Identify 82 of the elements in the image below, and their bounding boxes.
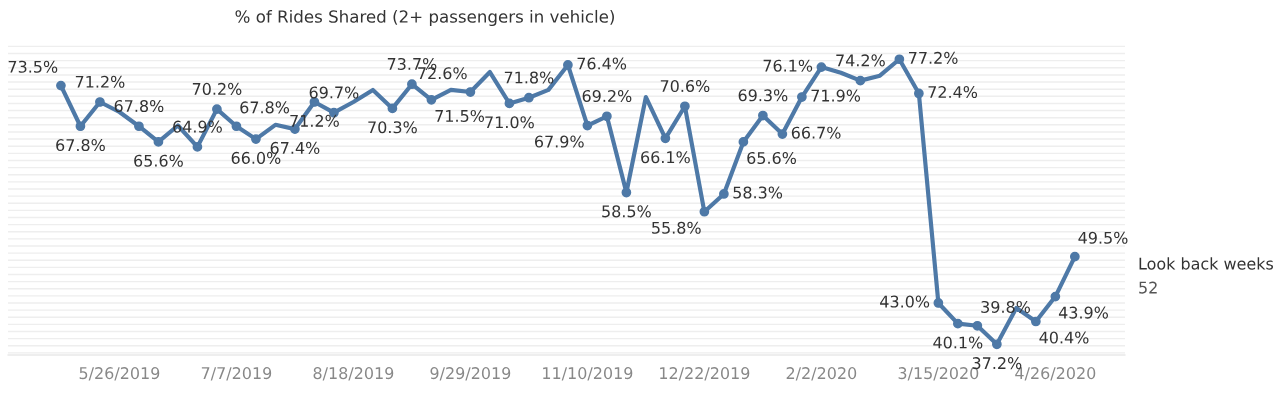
point <box>699 206 710 217</box>
text: Look back weeks <box>1139 257 1274 270</box>
point <box>816 62 827 72</box>
data-label: 71.0% <box>485 116 534 129</box>
point <box>777 129 788 139</box>
point <box>465 87 476 97</box>
data-label: 58.5% <box>602 205 651 218</box>
data-label: 66.1% <box>641 151 690 164</box>
point <box>933 298 944 308</box>
point <box>56 80 66 91</box>
data-label: 71.9% <box>811 89 861 102</box>
point <box>251 134 261 144</box>
data-label: 71.5% <box>435 109 485 122</box>
data-label: 65.6% <box>747 151 797 165</box>
point <box>95 97 105 107</box>
point <box>1069 251 1080 262</box>
data-label: 74.2% <box>836 54 885 67</box>
data-label: 66.7% <box>791 126 841 139</box>
point <box>582 120 593 131</box>
data-label: 69.3% <box>738 89 788 102</box>
data-label: 40.1% <box>933 336 983 349</box>
data-label: 72.4% <box>928 86 978 99</box>
data-label: 70.6% <box>660 80 710 93</box>
x-tick-label: 2/2/2020 <box>786 367 857 381</box>
data-label: 73.5% <box>8 60 58 73</box>
data-label: 55.8% <box>652 221 701 234</box>
point <box>894 54 905 65</box>
data-label: 67.8% <box>56 139 105 152</box>
point <box>192 142 203 152</box>
point <box>212 104 222 114</box>
point <box>1050 291 1061 302</box>
data-label: 43.9% <box>1058 306 1108 319</box>
point <box>231 121 242 132</box>
data-label: 69.2% <box>582 89 632 103</box>
data-label: 65.6% <box>134 154 183 167</box>
data-label: 76.4% <box>577 57 627 70</box>
point <box>621 187 632 198</box>
data-label: 40.4% <box>1039 331 1089 344</box>
data-label: 70.3% <box>368 121 417 134</box>
data-label: 71.8% <box>504 71 554 84</box>
data-label: 43.0% <box>880 295 930 308</box>
data-label: 71.2% <box>75 75 125 88</box>
text: 52 <box>1139 281 1157 294</box>
chart-title: % of Rides Shared (2+ passengers in vehicle) <box>235 9 614 27</box>
point <box>660 133 671 144</box>
point <box>426 95 437 105</box>
x-tick-label: 11/10/2019 <box>543 367 633 381</box>
data-label: 69.7% <box>309 86 359 99</box>
point <box>719 189 729 199</box>
data-label: 77.2% <box>909 51 958 64</box>
point <box>914 88 924 99</box>
point <box>524 92 534 103</box>
point <box>855 75 866 86</box>
point <box>504 98 515 109</box>
data-label: 39.8% <box>981 300 1030 313</box>
point <box>1031 316 1041 327</box>
point <box>387 103 398 114</box>
point <box>738 137 749 147</box>
point <box>797 92 807 102</box>
point <box>134 121 144 132</box>
data-label: 67.8% <box>114 99 164 113</box>
point <box>563 60 573 70</box>
x-tick-label: 9/29/2019 <box>430 367 511 381</box>
point <box>953 318 963 329</box>
point <box>75 121 86 132</box>
point <box>153 137 164 147</box>
point <box>680 101 690 112</box>
data-label: 70.2% <box>192 82 242 95</box>
data-label: 67.9% <box>534 135 584 148</box>
x-tick-label: 12/22/2019 <box>660 367 750 381</box>
point <box>407 79 417 90</box>
data-label: 58.3% <box>733 186 783 199</box>
point <box>758 110 768 121</box>
point <box>602 111 612 122</box>
point <box>972 320 983 331</box>
x-tick-label: 5/26/2019 <box>79 367 160 381</box>
data-label: 49.5% <box>1078 231 1128 244</box>
data-label: 67.8% <box>240 101 290 114</box>
data-label: 76.1% <box>763 59 813 72</box>
point <box>992 339 1002 350</box>
x-tick-label: 8/18/2019 <box>313 367 394 381</box>
x-tick-label: 7/7/2019 <box>201 367 272 381</box>
